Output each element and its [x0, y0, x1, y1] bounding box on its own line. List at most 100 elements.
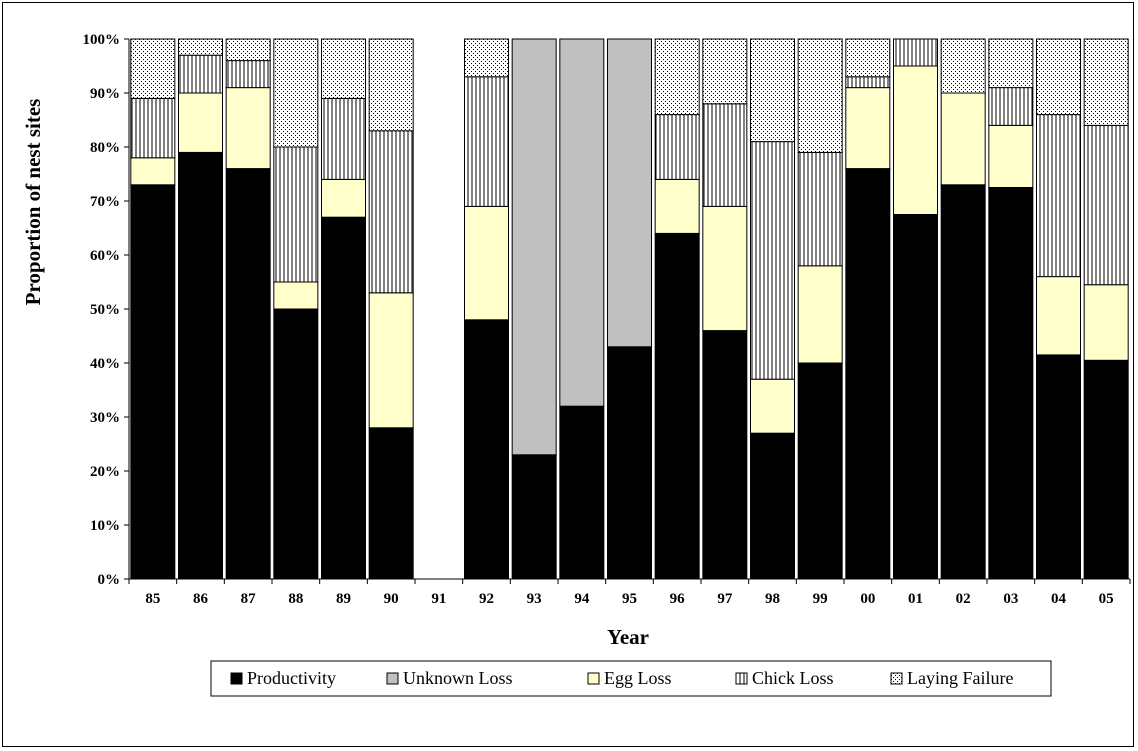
bar-stack-95: [607, 38, 652, 580]
bar-productivity-94: [559, 405, 605, 580]
legend-item-unknown-loss: Unknown Loss: [386, 668, 513, 688]
bar-laying-failure-99: [797, 38, 843, 153]
x-tick-label: 88: [288, 591, 303, 607]
bar-laying-failure-88: [273, 38, 319, 148]
bar-stack-93: [511, 38, 557, 580]
y-tick-label: 20%: [90, 464, 120, 480]
bar-laying-failure-05: [1083, 38, 1129, 126]
bar-productivity-97: [702, 330, 748, 580]
legend-items: Productivity Unknown Loss Egg Loss Chick Lo…: [230, 668, 1013, 688]
y-tick-label: 60%: [90, 248, 120, 264]
bar-chick-loss-96: [654, 114, 700, 180]
x-tick-label: 02: [956, 591, 971, 607]
bar-stack-00: [845, 38, 891, 580]
bar-laying-failure-97: [702, 38, 748, 105]
bar-productivity-01: [893, 214, 938, 580]
y-tick-label: 100%: [83, 32, 121, 48]
bar-productivity-02: [940, 184, 986, 580]
bar-chick-loss-86: [178, 54, 223, 94]
legend-swatch: [587, 672, 600, 685]
x-tick-label: 90: [384, 591, 399, 607]
bar-unknown-loss-93: [511, 38, 557, 456]
bar-stack-88: [273, 38, 319, 580]
legend-label: Laying Failure: [907, 668, 1013, 688]
bar-laying-failure-90: [368, 38, 414, 132]
x-axis-title: Year: [607, 625, 649, 649]
bar-productivity-98: [750, 432, 795, 580]
bar-productivity-03: [988, 187, 1034, 580]
axes-layer: 0% 10% 20% 30% 40% 50% 60% 70% 80% 90% 100% 85 86 87 8…: [83, 32, 1131, 607]
bar-laying-failure-89: [321, 38, 366, 99]
bar-stack-86: [178, 38, 223, 580]
y-tick-label: 0%: [98, 572, 121, 588]
legend-border: [210, 660, 1052, 697]
legend-item-productivity: Productivity: [230, 668, 336, 688]
legend-item-laying-failure: Laying Failure: [890, 668, 1013, 688]
x-tick-label: 00: [860, 591, 875, 607]
bar-productivity-95: [607, 346, 652, 580]
legend-label: Unknown Loss: [403, 668, 513, 688]
bar-laying-failure-03: [988, 38, 1034, 89]
bar-productivity-86: [178, 151, 223, 580]
bar-productivity-87: [225, 168, 271, 580]
bar-egg-loss-03: [988, 124, 1034, 188]
legend-item-chick-loss: Chick Loss: [735, 668, 834, 688]
bar-stack-98: [750, 38, 795, 580]
bar-laying-failure-00: [845, 38, 891, 78]
legend-label: Chick Loss: [752, 668, 834, 688]
bar-productivity-90: [368, 427, 414, 580]
legend-label: Egg Loss: [604, 668, 672, 688]
y-tick-label: 50%: [90, 302, 120, 318]
legend-swatch: [890, 672, 903, 685]
bar-productivity-89: [321, 216, 366, 580]
bar-egg-loss-89: [321, 178, 366, 218]
x-tick-label: 87: [241, 591, 257, 607]
bar-chick-loss-92: [464, 76, 509, 207]
x-tick-label: 86: [193, 591, 209, 607]
bar-chick-loss-01: [893, 38, 938, 67]
bar-laying-failure-02: [940, 38, 986, 94]
y-axis-title: Proportion of nest sites: [21, 99, 45, 306]
x-tick-label: 92: [479, 591, 494, 607]
legend-item-egg-loss: Egg Loss: [587, 668, 672, 688]
bar-chick-loss-85: [130, 97, 176, 159]
x-tick-label: 99: [813, 591, 828, 607]
x-tick-label: 95: [622, 591, 637, 607]
legend-swatch: [386, 672, 399, 685]
bar-stack-04: [1036, 38, 1081, 580]
bar-egg-loss-92: [464, 205, 509, 321]
bar-productivity-93: [511, 454, 557, 580]
bar-productivity-05: [1083, 359, 1129, 580]
stacked-bar-chart: 0% 10% 20% 30% 40% 50% 60% 70% 80% 90% 100% 85 86 87 8…: [21, 32, 1131, 697]
legend-swatch: [230, 672, 243, 685]
bar-productivity-92: [464, 319, 509, 580]
bar-chick-loss-03: [988, 87, 1034, 126]
bar-chick-loss-99: [797, 151, 843, 267]
x-tick-label: 04: [1051, 591, 1067, 607]
x-tick-label: 98: [765, 591, 780, 607]
bar-laying-failure-96: [654, 38, 700, 116]
bar-laying-failure-04: [1036, 38, 1081, 116]
bar-laying-failure-86: [178, 38, 223, 56]
bar-chick-loss-04: [1036, 114, 1081, 278]
bar-productivity-04: [1036, 354, 1081, 580]
bar-laying-failure-85: [130, 38, 176, 99]
bar-stack-92: [464, 38, 509, 580]
bar-productivity-85: [130, 184, 176, 580]
bar-stack-05: [1083, 38, 1129, 580]
bar-stack-97: [702, 38, 748, 580]
bar-egg-loss-98: [750, 378, 795, 434]
x-tick-label: 05: [1099, 591, 1114, 607]
bar-egg-loss-05: [1083, 284, 1129, 361]
bar-egg-loss-86: [178, 92, 223, 153]
x-tick-label: 03: [1003, 591, 1018, 607]
x-tick-label: 89: [336, 591, 351, 607]
bar-laying-failure-98: [750, 38, 795, 143]
bar-stack-89: [321, 38, 366, 580]
x-tick-label: 96: [670, 591, 686, 607]
bar-egg-loss-02: [940, 92, 986, 186]
bar-egg-loss-01: [893, 65, 938, 215]
y-tick-label: 90%: [90, 86, 120, 102]
bar-stack-96: [654, 38, 700, 580]
